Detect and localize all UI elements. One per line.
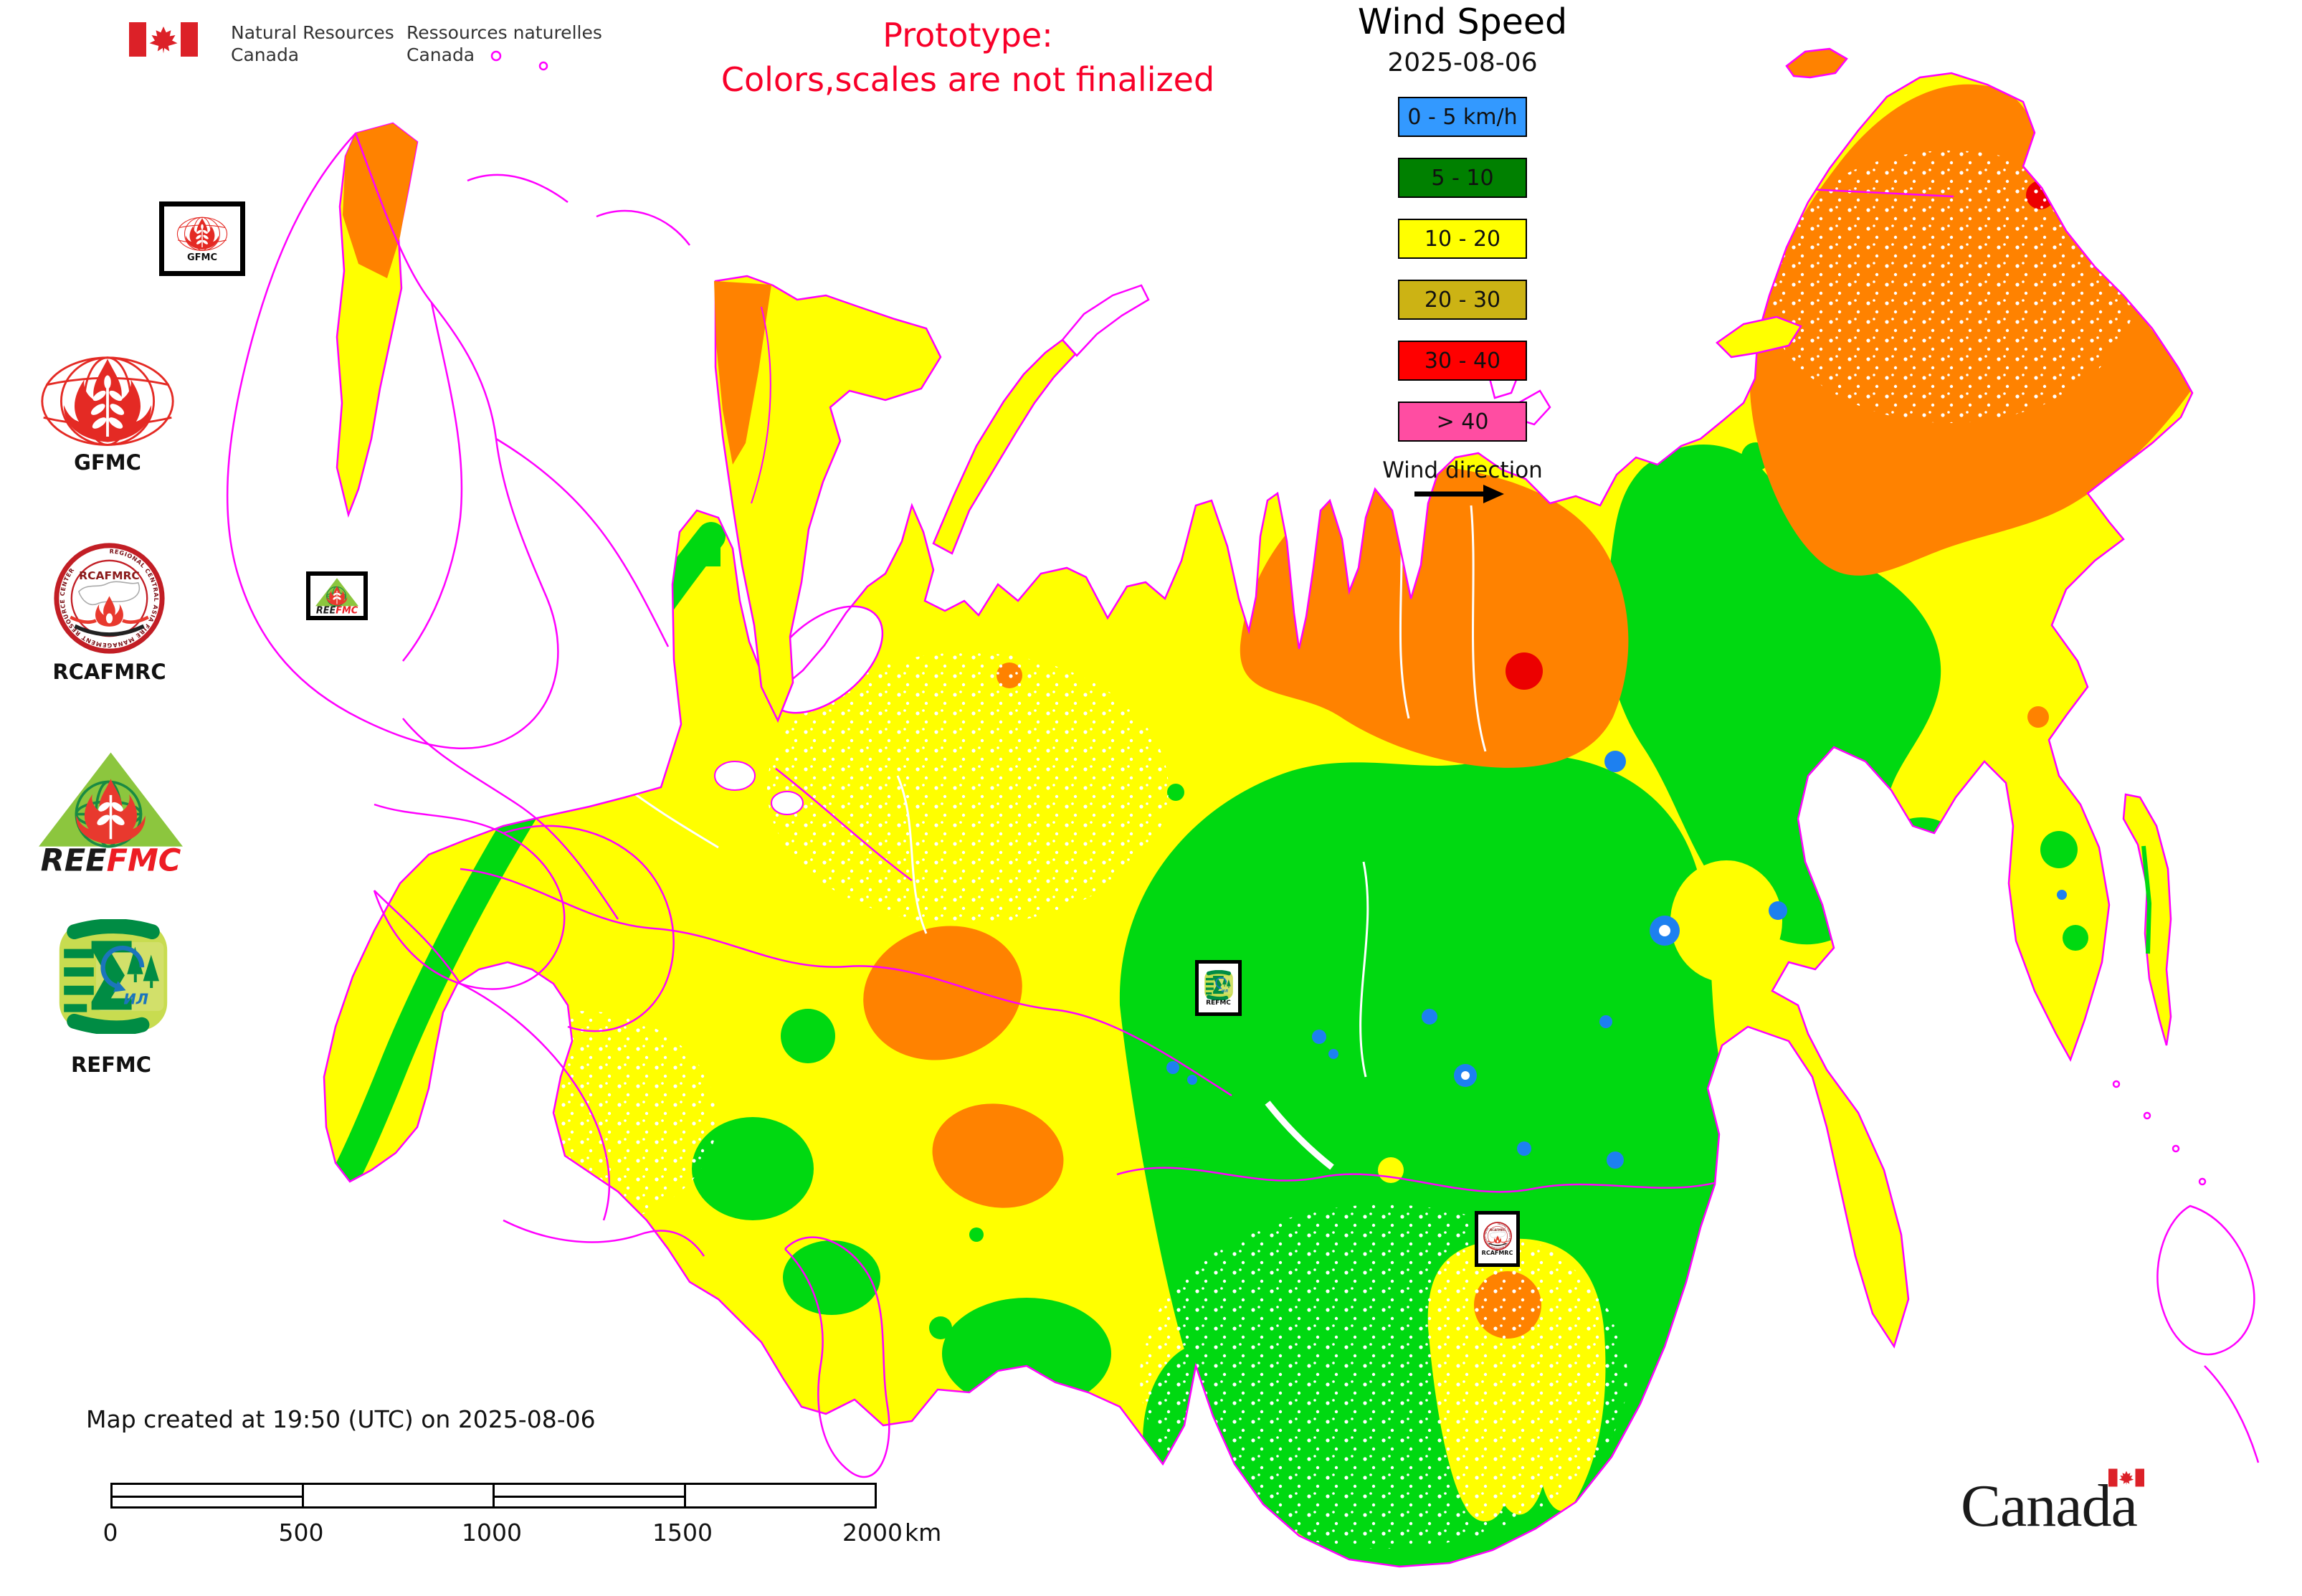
- scale-tick-label: 2000: [842, 1519, 903, 1547]
- legend-label: 30 - 40: [1424, 348, 1501, 374]
- gfmc-logo-icon: [176, 216, 228, 253]
- wind-direction-label: Wind direction: [1382, 457, 1543, 483]
- legend-item-10-20: 10 - 20: [1398, 219, 1527, 259]
- map-created-text: Map created at 19:50 (UTC) on 2025-08-06: [86, 1405, 596, 1433]
- legend-label: > 40: [1436, 409, 1489, 434]
- scale-tick-label: 1500: [652, 1519, 713, 1547]
- legend-header: Wind Speed 2025-08-06: [1312, 1, 1613, 77]
- legend-label: 5 - 10: [1431, 165, 1494, 191]
- nrcan-en-line1: Natural Resources: [231, 22, 394, 43]
- map-marker-gfmc-label: GFMC: [186, 252, 218, 263]
- gfmc-logo-icon: [39, 355, 176, 450]
- lakes: [714, 761, 1334, 1170]
- legend-title: Wind Speed: [1357, 1, 1568, 42]
- legend-item-0-5: 0 - 5 km/h: [1398, 97, 1527, 137]
- legend-label: 10 - 20: [1424, 226, 1501, 252]
- map-marker-rcafmrc: RCAFMRC: [1475, 1211, 1520, 1267]
- scale-tick-label: 500: [278, 1519, 324, 1547]
- fennoscandia-region: [714, 275, 942, 723]
- legend-label: 20 - 30: [1424, 287, 1501, 313]
- refmc-logo-icon: [1204, 970, 1234, 1000]
- scale-unit-label: km: [905, 1519, 942, 1547]
- nrcan-en-line2: Canada: [231, 44, 300, 65]
- scale-segment: [304, 1485, 495, 1506]
- reefmc-logo-icon: [315, 577, 359, 614]
- scale-segment: [686, 1485, 875, 1506]
- scale-tick-label: 0: [103, 1519, 118, 1547]
- map-marker-refmc-label: REFMC: [1206, 999, 1231, 1007]
- legend-item-5-10: 5 - 10: [1398, 158, 1527, 198]
- scale-bar: [110, 1483, 877, 1509]
- nrcan-fr-line1: Ressources naturelles: [406, 22, 602, 43]
- rcafmrc-logo-icon: [1483, 1222, 1512, 1250]
- europe-boundaries: [226, 50, 2260, 1478]
- prototype-line1: Prototype:: [883, 16, 1053, 54]
- canada-wordmark: Canada: [1961, 1471, 2137, 1541]
- legend-date: 2025-08-06: [1387, 48, 1538, 77]
- prototype-line2: Colors,scales are not finalized: [720, 60, 1215, 99]
- reefmc-logo-icon: [37, 749, 184, 875]
- legend-label: 0 - 5 km/h: [1407, 104, 1518, 130]
- wind-direction-arrow-icon: [1414, 485, 1504, 503]
- refmc-label: REFMC: [70, 1053, 152, 1077]
- rcafmrc-logo-icon: [54, 543, 165, 654]
- rcafmrc-label: RCAFMRC: [52, 660, 166, 684]
- prototype-warning: Prototype: Colors,scales are not finaliz…: [631, 13, 1305, 102]
- scale-tick-label: 1000: [462, 1519, 522, 1547]
- canada-wordmark-text: Canada: [1961, 1473, 2138, 1539]
- refmc-logo-icon: [56, 919, 171, 1034]
- nrcan-signature-fr: Ressources naturelles Canada: [406, 22, 602, 66]
- nrcan-signature-en: Natural Resources Canada: [231, 22, 394, 66]
- scale-segment: [495, 1485, 686, 1506]
- nrcan-fr-line2: Canada: [406, 44, 475, 65]
- canada-flag-icon: [2108, 1468, 2144, 1487]
- gfmc-label: GFMC: [74, 450, 141, 475]
- scale-segment: [113, 1485, 304, 1506]
- map-marker-gfmc: GFMC: [159, 201, 245, 276]
- map-marker-rcafmrc-label: RCAFMRC: [1481, 1250, 1513, 1256]
- canada-flag-icon: [129, 17, 198, 62]
- map-marker-reefmc: [306, 571, 368, 620]
- legend-item-40-plus: > 40: [1398, 402, 1527, 442]
- legend-item-20-30: 20 - 30: [1398, 280, 1527, 320]
- norway-band: [336, 122, 419, 518]
- map-marker-refmc: REFMC: [1195, 960, 1242, 1016]
- legend-item-30-40: 30 - 40: [1398, 341, 1527, 381]
